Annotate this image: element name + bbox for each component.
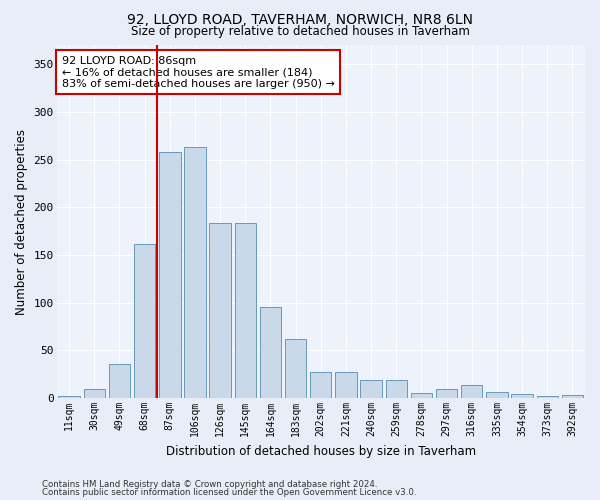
Bar (411, 394, 432, 398)
Bar (335, 372, 356, 398)
Bar (361, 380, 382, 398)
Y-axis label: Number of detached properties: Number of detached properties (15, 128, 28, 314)
Bar (83, 388, 105, 398)
Text: 92 LLOYD ROAD: 86sqm
← 16% of detached houses are smaller (184)
83% of semi-deta: 92 LLOYD ROAD: 86sqm ← 16% of detached h… (62, 56, 335, 89)
Bar (562, 396, 583, 398)
Bar (134, 244, 155, 398)
Bar (159, 152, 181, 398)
Text: 92, LLOYD ROAD, TAVERHAM, NORWICH, NR8 6LN: 92, LLOYD ROAD, TAVERHAM, NORWICH, NR8 6… (127, 12, 473, 26)
Bar (209, 222, 231, 398)
Bar (511, 394, 533, 398)
Bar (184, 147, 206, 398)
Bar (235, 222, 256, 398)
Bar (260, 306, 281, 398)
Bar (536, 396, 558, 398)
Bar (486, 392, 508, 398)
Bar (58, 396, 80, 398)
Text: Contains public sector information licensed under the Open Government Licence v3: Contains public sector information licen… (42, 488, 416, 497)
Bar (461, 385, 482, 398)
Text: Contains HM Land Registry data © Crown copyright and database right 2024.: Contains HM Land Registry data © Crown c… (42, 480, 377, 489)
Bar (285, 339, 307, 398)
Bar (310, 372, 331, 398)
X-axis label: Distribution of detached houses by size in Taverham: Distribution of detached houses by size … (166, 444, 476, 458)
Bar (386, 380, 407, 398)
Text: Size of property relative to detached houses in Taverham: Size of property relative to detached ho… (131, 25, 469, 38)
Bar (436, 388, 457, 398)
Bar (109, 364, 130, 398)
